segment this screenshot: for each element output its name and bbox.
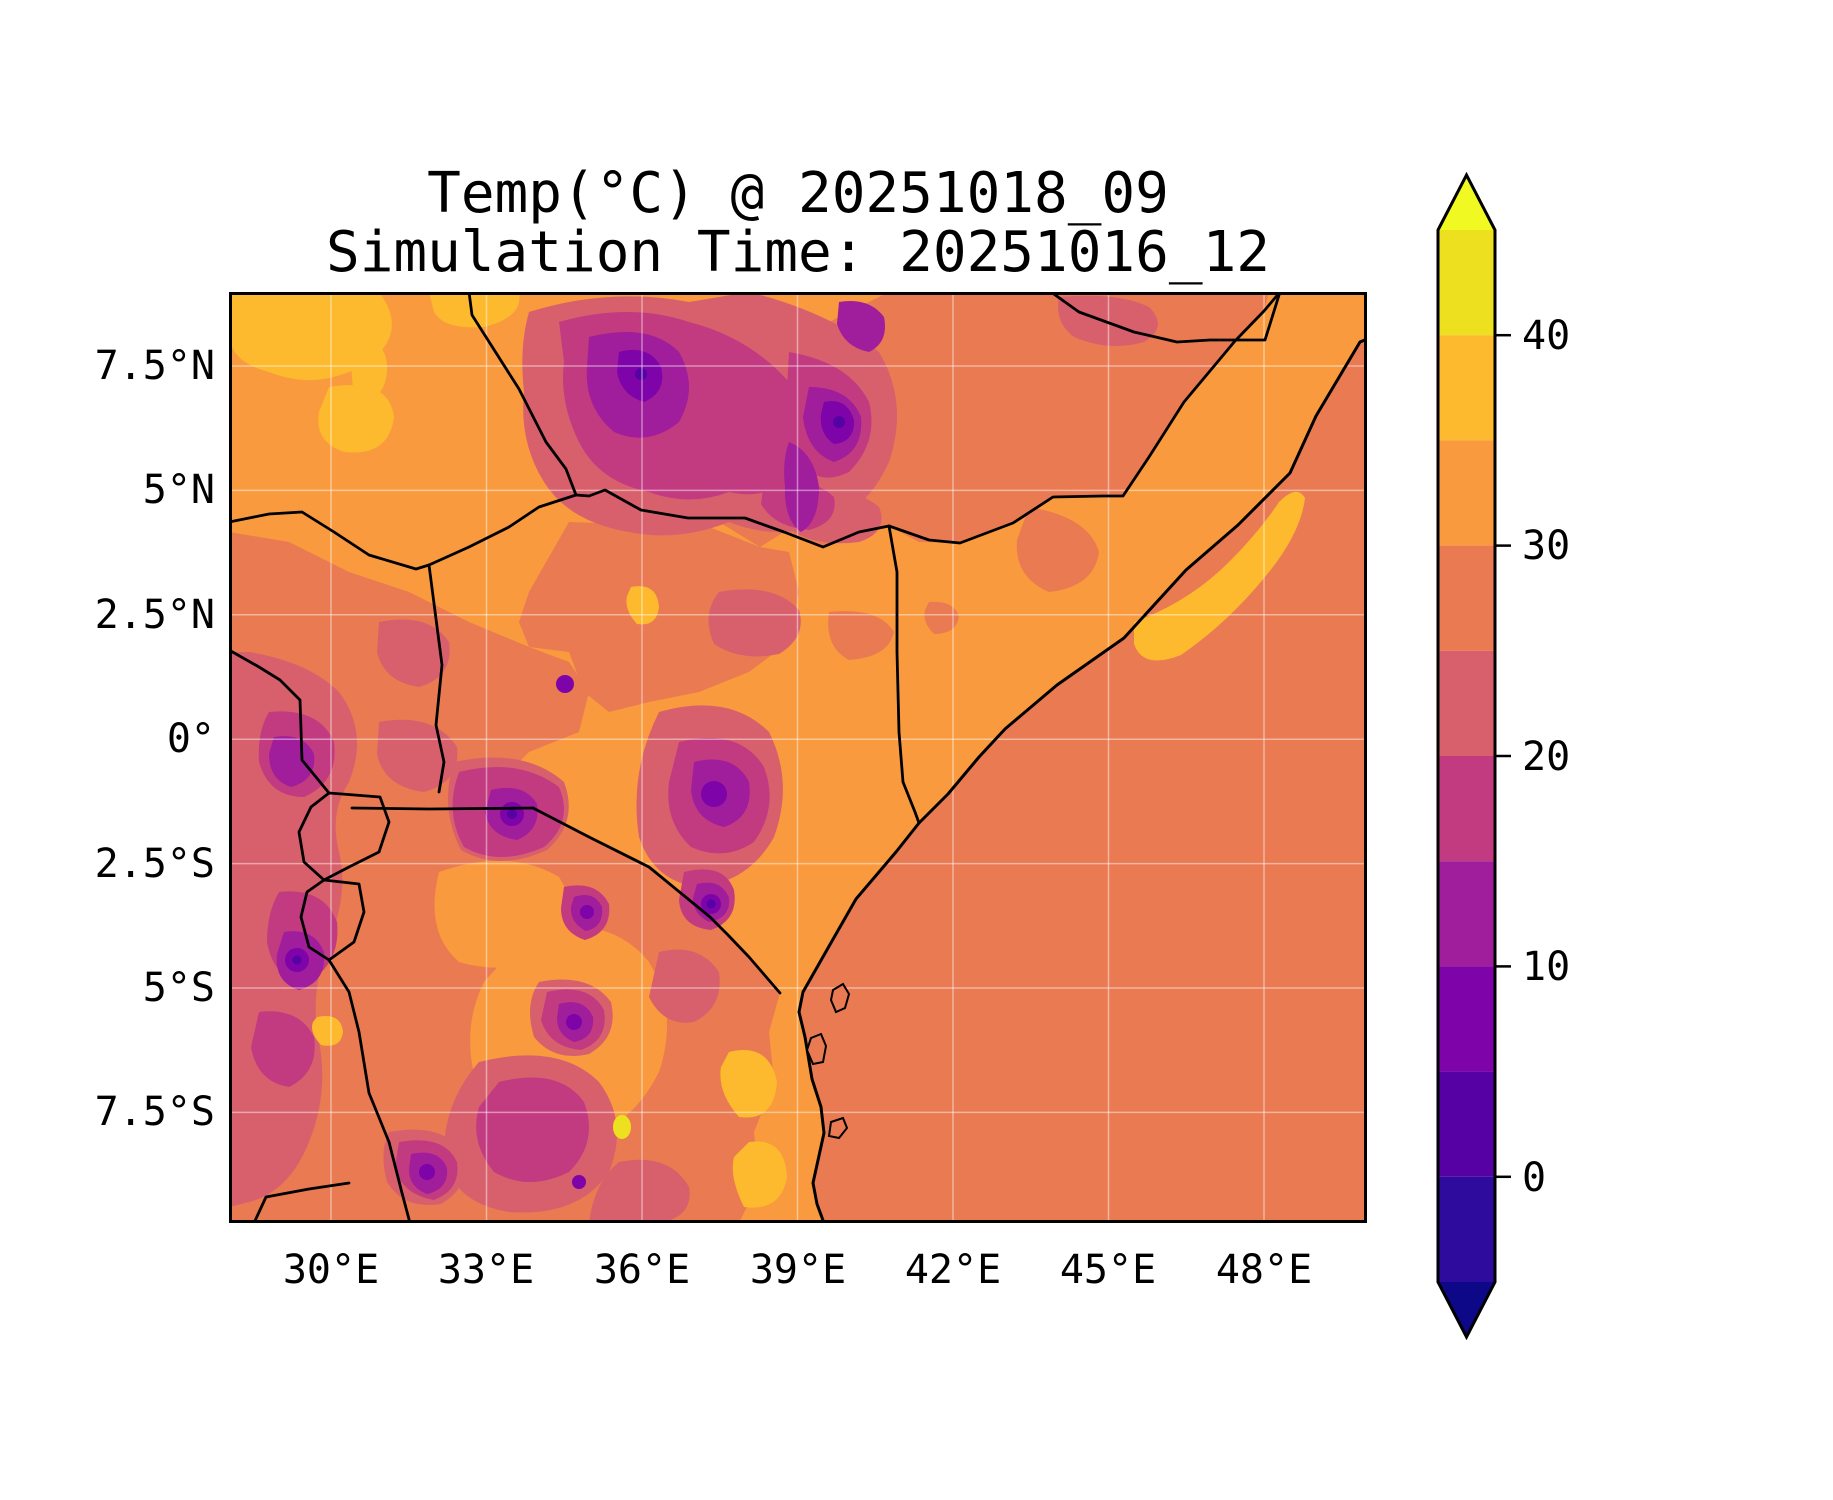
zanzibar-island [805,1032,828,1066]
xtick-39E: 39°E [749,1247,847,1293]
colorbar-ticks [1495,333,1511,1179]
temp-band-35-40-regions [229,292,1305,1208]
xtick-42E: 42°E [904,1247,1002,1293]
ytick-2p5N: 2.5°N [94,592,215,638]
pemba-island [829,982,851,1014]
colorbar: 40 30 20 10 0 [1436,171,1570,1341]
colorbar-outline [1436,171,1497,1341]
colorbar-bands [1438,230,1495,1282]
ytick-7p5N: 7.5°N [94,343,215,389]
temperature-map [229,292,1367,1223]
colorbar-under-arrow [1438,1282,1495,1337]
islands [805,982,851,1140]
xtick-45E: 45°E [1059,1247,1157,1293]
ytick-7p5S: 7.5°S [94,1089,215,1135]
mafia-island [827,1116,849,1140]
ytick-5N: 5°N [142,467,215,513]
ytick-5S: 5°S [142,965,215,1011]
ytick-0: 0° [166,716,215,762]
cbar-label-20: 20 [1522,734,1570,780]
xtick-30E: 30°E [282,1247,380,1293]
ocean-region [799,339,1367,1223]
cbar-label-10: 10 [1522,944,1570,990]
xtick-36E: 36°E [593,1247,691,1293]
cbar-label-40: 40 [1522,313,1570,359]
coastline [797,337,1367,1223]
cbar-label-0: 0 [1522,1155,1546,1201]
cbar-label-30: 30 [1522,523,1570,569]
colorbar-tick-labels: 40 30 20 10 0 [1522,313,1570,1201]
title-line-1: Temp(°C) @ 20251018_09 [427,161,1169,226]
plot-title: Temp(°C) @ 20251018_09 Simulation Time: … [229,164,1367,282]
country-borders [229,292,1282,1223]
colorbar-over-arrow [1438,175,1495,230]
temp-band-0-5-regions [292,368,845,965]
map-frame [229,292,1367,1223]
title-line-2: Simulation Time: 20251016_12 [325,220,1270,285]
ytick-2p5S: 2.5°S [94,841,215,887]
temp-band-40-45-regions [613,1115,631,1139]
xtick-33E: 33°E [437,1247,535,1293]
xtick-48E: 48°E [1215,1247,1313,1293]
latlon-gridlines [229,292,1367,1223]
